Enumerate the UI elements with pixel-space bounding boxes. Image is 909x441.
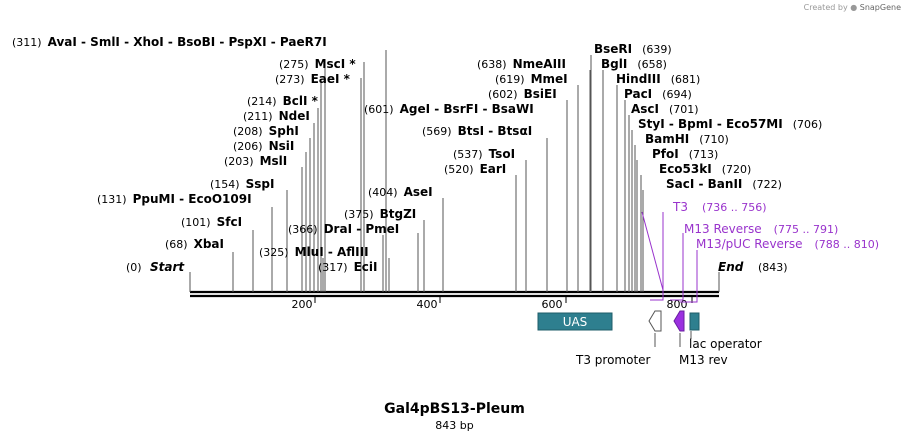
snapgene-logo-icon: ●	[850, 3, 858, 12]
site-label: (211) NdeI	[243, 109, 310, 123]
axis-ticks: 200 400 600 800	[292, 297, 693, 311]
site-label: AscI (701)	[631, 102, 699, 116]
tick-label-200: 200	[292, 298, 313, 311]
feature-t3-promoter: T3 promoter	[575, 310, 662, 367]
site-label: (404) AseI	[368, 185, 433, 199]
feature-label-uas: UAS	[563, 315, 588, 329]
site-label: Eco53kI (720)	[659, 162, 751, 176]
site-label: (101) SfcI	[181, 215, 242, 229]
site-label: (537) TsoI	[453, 147, 515, 161]
site-label: PacI (694)	[624, 87, 692, 101]
tick-label-800: 800	[667, 298, 688, 311]
site-label: (520) EarI	[444, 162, 506, 176]
site-label: (208) SphI	[233, 124, 299, 138]
site-label: (203) MslI	[224, 154, 287, 168]
site-label: (275) MscI *	[279, 57, 356, 71]
tick-label-600: 600	[542, 298, 563, 311]
site-label: (569) BtsI - BtsαI	[422, 124, 532, 138]
map-length: 843 bp	[435, 419, 474, 432]
feature-label-lac-operator: lac operator	[689, 337, 762, 351]
site-label: (206) NsiI	[233, 139, 294, 153]
site-label: (68) XbaI	[165, 237, 224, 251]
site-label: BamHI (710)	[645, 132, 729, 146]
tick-label-400: 400	[417, 298, 438, 311]
site-label: (375) BtgZI	[344, 207, 416, 221]
site-label: StyI - BpmI - Eco57MI (706)	[638, 117, 822, 131]
enzyme-labels-right: (601) AgeI - BsrFI - BsaWI (638) NmeAIII (…	[364, 42, 822, 191]
feature-label-m13-rev: M13 rev	[679, 353, 728, 367]
end-pos: (843)	[758, 261, 788, 274]
map-title: Gal4pBS13-Pleum	[384, 401, 525, 417]
site-label: (602) BsiEI	[488, 87, 557, 101]
credit-brand: SnapGene	[859, 3, 901, 12]
site-label: (619) MmeI	[495, 72, 568, 86]
site-label: PfoI (713)	[652, 147, 718, 161]
site-label: (317) EciI	[318, 260, 377, 274]
start-label: Start	[150, 260, 185, 274]
primer-labels: T3 (736 .. 756) M13 Reverse (775 .. 791) M…	[672, 200, 879, 251]
end-label: End	[718, 260, 744, 274]
site-label: (214) BclI *	[247, 94, 319, 108]
feature-lac-operator: lac operator	[689, 312, 762, 351]
feature-label-t3-promoter: T3 promoter	[575, 353, 651, 367]
feature-uas: UAS	[537, 312, 613, 331]
enzyme-labels-left: (311) AvaI - SmlI - XhoI - BsoBI - PspXI …	[12, 35, 433, 274]
site-label: SacI - BanII (722)	[666, 177, 782, 191]
dna-backbone	[190, 290, 719, 298]
site-label: BglI (658)	[601, 57, 667, 71]
site-label: (366) DraI - PmeI	[288, 222, 399, 236]
site-label: (638) NmeAIII	[477, 57, 566, 71]
t3-connector	[641, 211, 664, 291]
site-label: (601) AgeI - BsrFI - BsaWI	[364, 102, 534, 116]
feature-m13-rev: M13 rev	[673, 310, 728, 367]
primer-lines	[650, 212, 698, 303]
site-label: (131) PpuMI - EcoO109I	[97, 192, 252, 206]
snapgene-credit: Created by ● SnapGene	[804, 3, 901, 12]
credit-prefix: Created by	[803, 3, 848, 12]
primer-label: T3 (736 .. 756)	[672, 200, 767, 214]
site-label: BseRI (639)	[594, 42, 672, 56]
site-lines	[232, 50, 644, 292]
site-label: (154) SspI	[210, 177, 274, 191]
site-label: (273) EaeI *	[275, 72, 351, 86]
site-label: HindIII (681)	[616, 72, 700, 86]
site-label: (325) MluI - AflIII	[259, 245, 369, 259]
site-label: (311) AvaI - SmlI - XhoI - BsoBI - PspXI …	[12, 35, 327, 49]
primer-label: M13 Reverse (775 .. 791)	[684, 222, 838, 236]
start-pos: (0)	[126, 261, 142, 274]
primer-label: M13/pUC Reverse (788 .. 810)	[696, 237, 879, 251]
